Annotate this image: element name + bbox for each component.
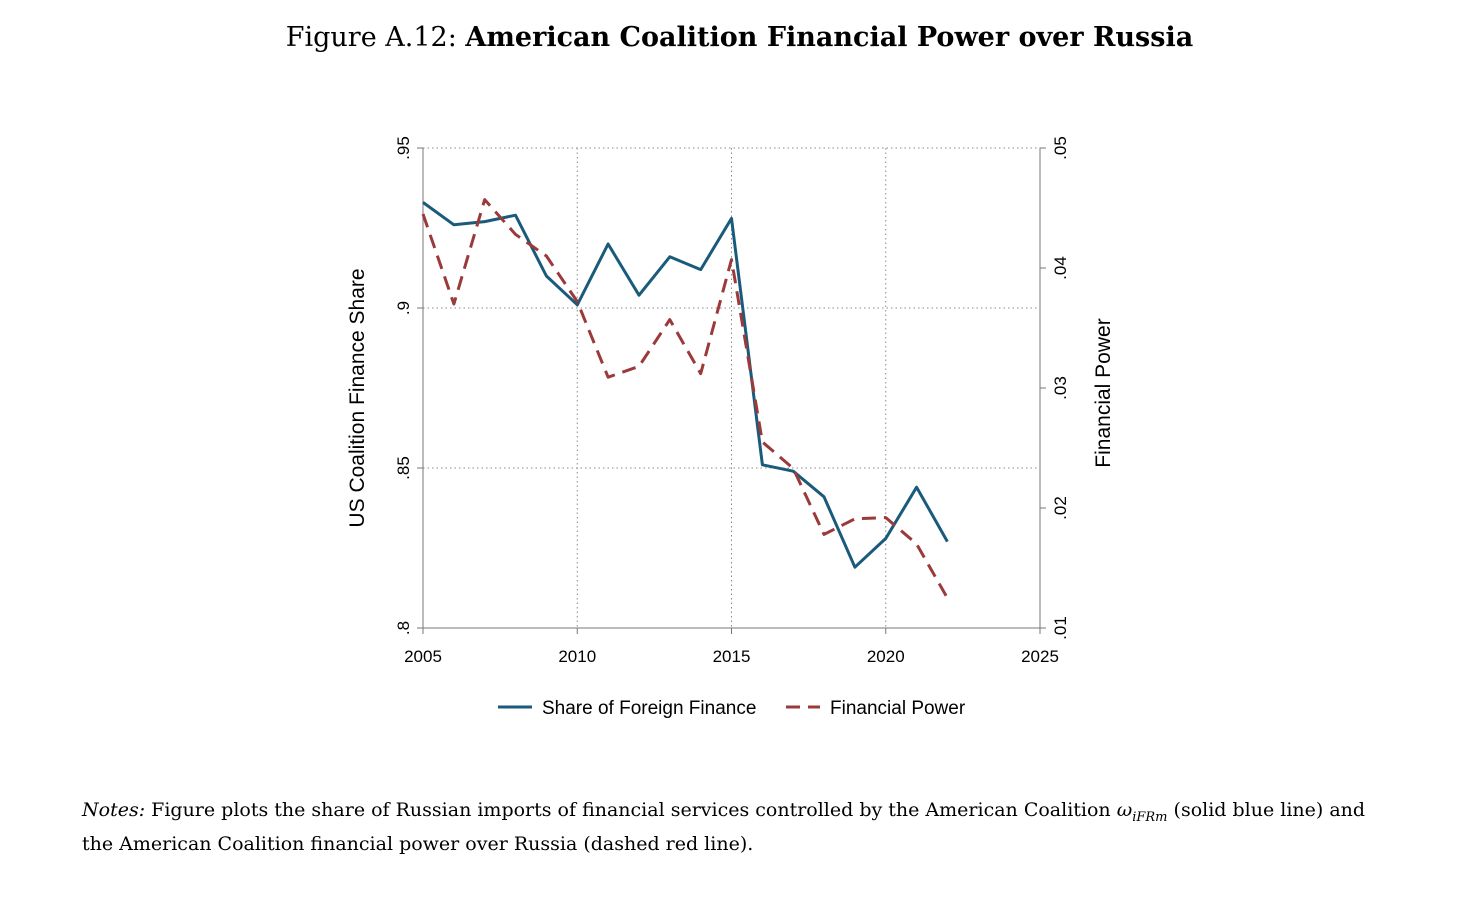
legend-item-share-label: Share of Foreign Finance: [542, 698, 756, 719]
figure-label: Figure A.12:: [285, 22, 457, 53]
y-left-tick-label: .95: [394, 136, 413, 160]
y-left-tick-label: .85: [394, 456, 413, 480]
legend: Share of Foreign Finance Financial Power: [498, 698, 966, 719]
notes-symbol-subscript: iFRm: [1132, 809, 1168, 825]
labels-layer: 2005 2010 2015 2020 2025 .8 .85 .9 .95 .01 .02 .03.…: [346, 136, 1115, 666]
y-right-tick-label: .01: [1051, 616, 1070, 640]
series-line-share: [422, 201, 949, 569]
axes-layer: [417, 147, 1046, 634]
y-left-tick-label: .9: [394, 301, 413, 315]
x-tick-label: 2025: [1021, 647, 1059, 666]
y-left-tick-label: .8: [394, 621, 413, 635]
legend-item-power-label: Financial Power: [830, 698, 966, 719]
notes-text-before: Figure plots the share of Russian import…: [145, 799, 1117, 821]
figure-title-text: American Coalition Financial Power over …: [465, 22, 1194, 53]
figure-notes: Notes: Figure plots the share of Russian…: [82, 797, 1402, 857]
y-right-axis-title: Financial Power: [1092, 318, 1115, 467]
x-tick-label: 2005: [404, 647, 442, 666]
figure-title: Figure A.12: American Coalition Financia…: [0, 22, 1479, 53]
notes-text-after: (solid blue line) and the American Coali…: [82, 799, 1366, 855]
y-right-tick-label: .02: [1051, 496, 1070, 520]
series-layer: [421, 198, 949, 599]
notes-label: Notes:: [82, 799, 146, 821]
y-left-axis-title: US Coalition Finance Share: [346, 268, 369, 527]
x-tick-label: 2020: [867, 647, 905, 666]
x-tick-label: 2015: [713, 647, 751, 666]
y-right-tick-label: .03: [1051, 376, 1070, 400]
dual-axis-line-chart: 2005 2010 2015 2020 2025 .8 .85 .9 .95 .01 .02 .03.…: [346, 136, 1115, 719]
y-right-tick-label: .05: [1051, 136, 1070, 160]
y-right-tick-label: .04: [1051, 256, 1070, 280]
notes-symbol: ω: [1116, 799, 1133, 821]
x-tick-label: 2010: [558, 647, 596, 666]
series-line-power: [421, 198, 949, 599]
